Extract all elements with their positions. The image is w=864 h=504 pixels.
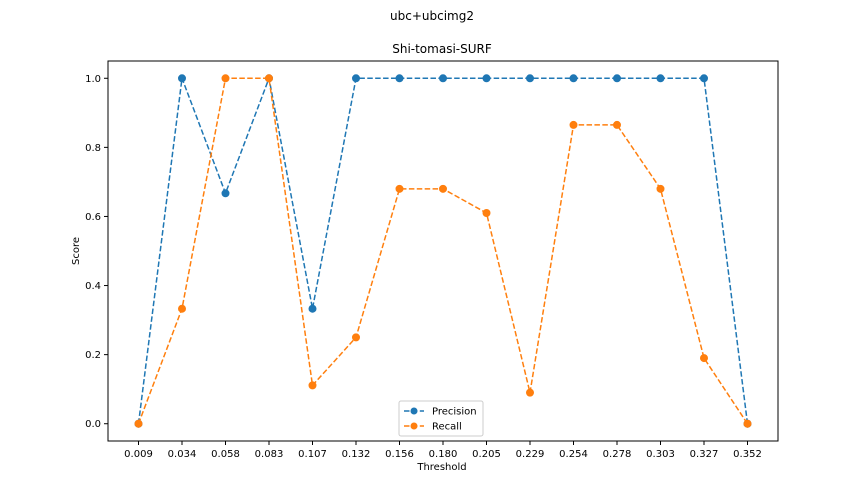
y-tick-label: 0.8 — [85, 143, 101, 154]
legend: Precision Recall — [398, 400, 484, 437]
precision-point — [482, 74, 491, 83]
recall-point — [569, 120, 578, 129]
x-tick-label: 0.034 — [168, 449, 197, 460]
recall-point — [439, 184, 447, 193]
precision-point — [656, 74, 665, 83]
x-tick-label: 0.107 — [298, 449, 327, 460]
x-tick-label: 0.009 — [124, 449, 153, 460]
x-tick-label: 0.229 — [516, 449, 545, 460]
x-tick-label: 0.352 — [733, 449, 762, 460]
recall-point — [352, 333, 360, 342]
recall-point — [656, 184, 665, 193]
legend-marker-recall — [410, 422, 418, 430]
recall-point — [526, 388, 534, 397]
precision-point — [308, 304, 317, 313]
x-tick-label: 0.254 — [559, 449, 588, 460]
x-tick-label: 0.083 — [255, 449, 284, 460]
x-tick-label: 0.180 — [429, 449, 458, 460]
precision-point — [352, 74, 360, 83]
recall-point — [700, 354, 708, 363]
precision-point — [221, 189, 230, 198]
y-axis-label: Score — [71, 237, 82, 265]
x-tick-label: 0.327 — [690, 449, 719, 460]
x-tick-label: 0.058 — [211, 449, 240, 460]
figure-suptitle: ubc+ubcimg2 — [390, 9, 474, 23]
y-tick-label: 0.2 — [85, 350, 101, 361]
legend-marker-precision — [410, 407, 418, 415]
x-tick-label: 0.132 — [342, 449, 371, 460]
y-tick-label: 0.0 — [85, 419, 101, 430]
precision-point — [700, 74, 708, 83]
recall-point — [134, 419, 143, 428]
recall-point — [613, 120, 621, 129]
x-tick-label: 0.278 — [603, 449, 632, 460]
x-tick-label: 0.156 — [385, 449, 414, 460]
recall-point — [265, 74, 273, 83]
chart-title: Shi-tomasi-SURF — [392, 42, 492, 56]
precision-point — [178, 74, 186, 83]
x-tick-label: 0.205 — [472, 449, 501, 460]
legend-label-recall: Recall — [432, 422, 462, 433]
precision-point — [613, 74, 621, 83]
recall-point — [308, 381, 317, 390]
precision-point — [526, 74, 534, 83]
precision-point — [439, 74, 447, 83]
plot-area — [107, 60, 779, 442]
precision-line — [137, 75, 749, 424]
recall-point — [482, 209, 491, 217]
recall-point — [221, 74, 230, 83]
y-axis: 0.0 0.2 0.4 0.6 0.8 1.0 — [85, 74, 108, 430]
recall-point — [178, 304, 186, 313]
y-tick-label: 0.6 — [85, 212, 101, 223]
x-axis: 0.009 0.034 0.058 0.083 0.107 0.132 0.156 0.180… — [124, 441, 762, 460]
x-axis-label: Threshold — [416, 462, 466, 473]
precision-point — [569, 74, 578, 83]
recall-point — [395, 184, 404, 193]
series-recall — [134, 74, 752, 428]
y-tick-label: 1.0 — [85, 74, 101, 85]
legend-box — [398, 400, 484, 437]
recall-point — [743, 419, 752, 428]
y-tick-label: 0.4 — [85, 281, 101, 292]
x-tick-label: 0.303 — [646, 449, 675, 460]
series-layer — [134, 74, 752, 428]
precision-point — [395, 74, 404, 83]
legend-label-precision: Precision — [432, 407, 477, 418]
series-precision — [134, 74, 752, 428]
recall-line — [137, 77, 749, 425]
